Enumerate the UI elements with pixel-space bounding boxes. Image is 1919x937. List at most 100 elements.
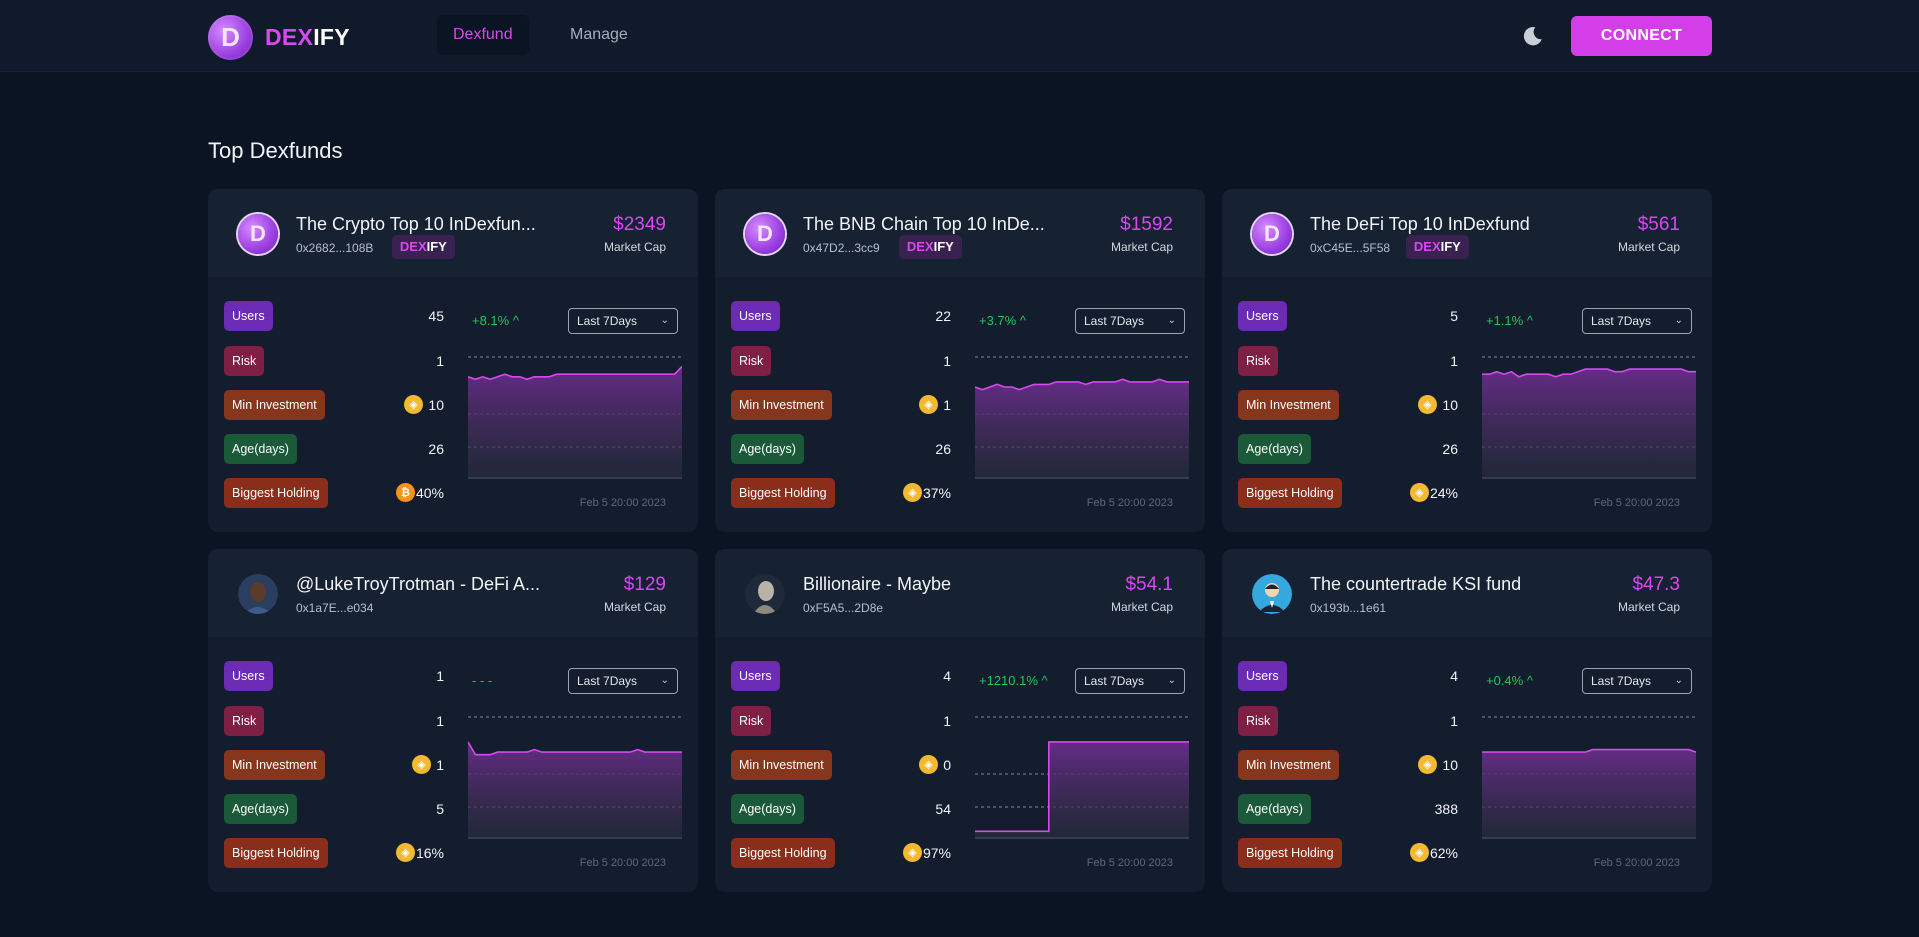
period-select[interactable]: Last 7Days ⌄ bbox=[1075, 308, 1185, 334]
chevron-down-icon: ⌄ bbox=[1674, 675, 1683, 686]
period-select[interactable]: Last 7Days ⌄ bbox=[1582, 308, 1692, 334]
period-select[interactable]: Last 7Days ⌄ bbox=[1582, 668, 1692, 694]
profile-avatar bbox=[238, 574, 278, 614]
period-select[interactable]: Last 7Days ⌄ bbox=[1075, 668, 1185, 694]
fund-name[interactable]: The Crypto Top 10 InDexfun... bbox=[296, 214, 536, 234]
biggest-holding-label: Biggest Holding bbox=[731, 478, 835, 508]
change-percent: +3.7% ^ bbox=[979, 313, 1026, 328]
chevron-down-icon: ⌄ bbox=[660, 675, 669, 686]
dexify-logo-icon: D bbox=[745, 214, 785, 254]
fund-address[interactable]: 0x1a7E...e034 bbox=[296, 601, 374, 615]
users-value: 5 bbox=[1450, 308, 1458, 324]
dexify-logo-icon: D bbox=[208, 15, 253, 60]
price-chart bbox=[468, 356, 682, 479]
nav-tab-manage[interactable]: Manage bbox=[570, 26, 628, 43]
min-investment-label: Min Investment bbox=[224, 750, 325, 780]
fund-card[interactable]: The countertrade KSI fund 0x193b...1e61 $4… bbox=[1222, 549, 1712, 892]
change-percent: - - - bbox=[472, 673, 493, 688]
fund-address[interactable]: 0xC45E...5F58 bbox=[1310, 241, 1391, 255]
chart-area bbox=[975, 379, 1189, 479]
biggest-holding-label: Biggest Holding bbox=[224, 478, 328, 508]
users-value: 4 bbox=[943, 668, 951, 684]
statue-avatar bbox=[745, 574, 785, 614]
fund-name[interactable]: The countertrade KSI fund bbox=[1310, 574, 1522, 594]
fund-name[interactable]: @LukeTroyTrotman - DeFi A... bbox=[296, 574, 541, 594]
price-chart bbox=[468, 716, 682, 839]
fund-card[interactable]: D The DeFi Top 10 InDexfund 0xC45E...5F58 D… bbox=[1222, 189, 1712, 532]
min-investment-label: Min Investment bbox=[1238, 390, 1339, 420]
min-investment-value: 10 bbox=[428, 397, 444, 413]
fund-address[interactable]: 0xF5A5...2D8e bbox=[803, 601, 884, 615]
biggest-holding-label: Biggest Holding bbox=[731, 838, 835, 868]
fund-card[interactable]: @LukeTroyTrotman - DeFi A... 0x1a7E...e03… bbox=[208, 549, 698, 892]
bnb-coin-icon: ◈ bbox=[919, 395, 938, 414]
price-chart bbox=[975, 716, 1189, 839]
brand-logo[interactable]: D DEXIFY bbox=[208, 15, 350, 60]
biggest-holding-label: Biggest Holding bbox=[224, 838, 328, 868]
market-cap-value: $561 bbox=[1637, 214, 1680, 235]
risk-value: 1 bbox=[436, 713, 444, 729]
fund-card-header: Billionaire - Maybe 0xF5A5...2D8e $54.1 Mar… bbox=[715, 549, 1205, 637]
min-investment-value: 1 bbox=[943, 397, 951, 413]
dexify-logo-icon: D bbox=[1252, 214, 1292, 254]
market-cap-label: Market Cap bbox=[603, 600, 666, 614]
fund-card-header: D The Crypto Top 10 InDexfun... 0x2682...1… bbox=[208, 189, 698, 277]
users-value: 4 bbox=[1450, 668, 1458, 684]
fund-address[interactable]: 0x193b...1e61 bbox=[1310, 601, 1387, 615]
fund-name[interactable]: The BNB Chain Top 10 InDe... bbox=[803, 214, 1045, 234]
chart-date: Feb 5 20:00 2023 bbox=[1086, 857, 1173, 869]
market-cap-value: $54.1 bbox=[1125, 574, 1173, 595]
price-chart bbox=[1482, 716, 1696, 839]
market-cap-label: Market Cap bbox=[1617, 240, 1680, 254]
biggest-holding-value: 62% bbox=[1429, 845, 1458, 861]
min-investment-value: 10 bbox=[1442, 757, 1458, 773]
users-value: 22 bbox=[935, 308, 951, 324]
users-label: Users bbox=[1238, 661, 1287, 691]
moon-icon[interactable] bbox=[1522, 25, 1544, 47]
market-cap-label: Market Cap bbox=[1110, 600, 1173, 614]
bnb-coin-icon: ◈ bbox=[396, 843, 415, 862]
bnb-coin-icon: ◈ bbox=[903, 843, 922, 862]
connect-button[interactable]: CONNECT bbox=[1571, 16, 1712, 56]
age-label: Age(days) bbox=[1238, 434, 1311, 464]
brand-name: DEXIFY bbox=[265, 24, 350, 50]
fund-card[interactable]: Billionaire - Maybe 0xF5A5...2D8e $54.1 Mar… bbox=[715, 549, 1205, 892]
chevron-down-icon: ⌄ bbox=[1674, 315, 1683, 326]
min-investment-label: Min Investment bbox=[1238, 750, 1339, 780]
chevron-down-icon: ⌄ bbox=[660, 315, 669, 326]
age-value: 26 bbox=[935, 441, 951, 457]
change-percent: +8.1% ^ bbox=[472, 313, 519, 328]
fund-card[interactable]: D The BNB Chain Top 10 InDe... 0x47D2...3c… bbox=[715, 189, 1205, 532]
chevron-down-icon: ⌄ bbox=[1167, 315, 1176, 326]
risk-value: 1 bbox=[1450, 713, 1458, 729]
fund-name[interactable]: Billionaire - Maybe bbox=[803, 574, 952, 594]
fund-card[interactable]: D The Crypto Top 10 InDexfun... 0x2682...1… bbox=[208, 189, 698, 532]
period-select[interactable]: Last 7Days ⌄ bbox=[568, 308, 678, 334]
fund-name[interactable]: The DeFi Top 10 InDexfund bbox=[1310, 214, 1530, 234]
fund-address[interactable]: 0x2682...108B bbox=[296, 241, 374, 255]
market-cap-value: $2349 bbox=[613, 214, 666, 235]
dexify-badge: DEXIFY bbox=[391, 235, 455, 259]
btc-coin-icon: ₿ bbox=[396, 483, 415, 502]
bnb-coin-icon: ◈ bbox=[412, 755, 431, 774]
chart-date: Feb 5 20:00 2023 bbox=[1593, 497, 1680, 509]
age-value: 26 bbox=[428, 441, 444, 457]
risk-value: 1 bbox=[1450, 353, 1458, 369]
fund-address[interactable]: 0x47D2...3cc9 bbox=[803, 241, 880, 255]
price-chart bbox=[975, 356, 1189, 479]
users-label: Users bbox=[1238, 301, 1287, 331]
nav-tab-dexfund[interactable]: Dexfund bbox=[437, 15, 529, 55]
chart-line bbox=[468, 366, 682, 381]
min-investment-value: 1 bbox=[436, 757, 444, 773]
users-value: 1 bbox=[436, 668, 444, 684]
min-investment-value: 10 bbox=[1442, 397, 1458, 413]
period-select[interactable]: Last 7Days ⌄ bbox=[568, 668, 678, 694]
age-label: Age(days) bbox=[731, 434, 804, 464]
chart-line bbox=[1482, 748, 1696, 753]
chart-line bbox=[975, 741, 1189, 833]
market-cap-value: $1592 bbox=[1120, 214, 1173, 235]
chart-area bbox=[975, 741, 1189, 839]
market-cap-label: Market Cap bbox=[603, 240, 666, 254]
change-percent: +1210.1% ^ bbox=[979, 673, 1048, 688]
dexify-badge: DEXIFY bbox=[1405, 235, 1469, 259]
